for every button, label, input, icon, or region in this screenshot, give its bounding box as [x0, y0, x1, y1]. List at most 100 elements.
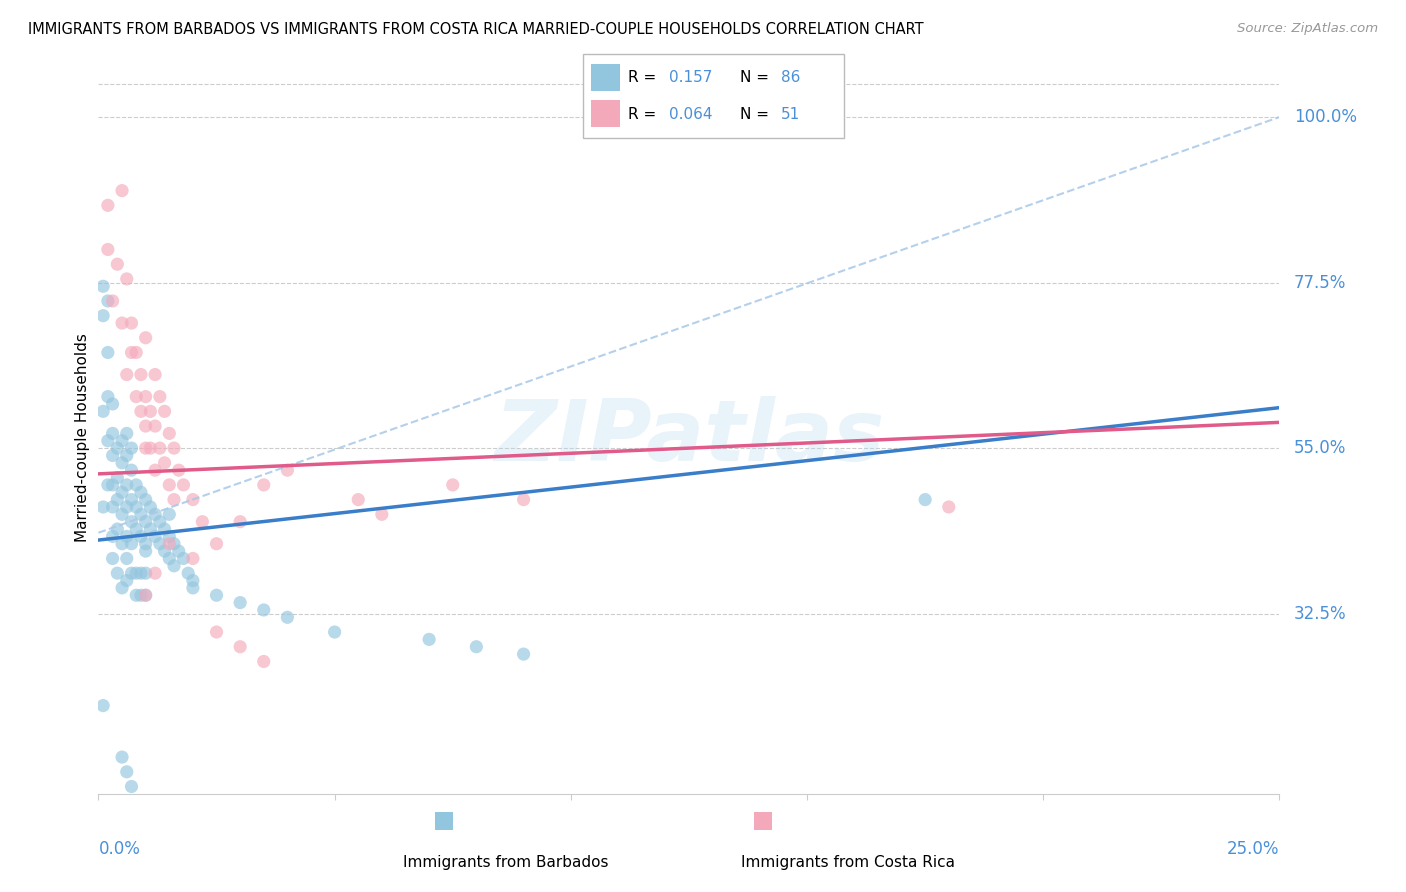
Point — [512, 647, 534, 661]
Text: 77.5%: 77.5% — [1294, 274, 1346, 292]
Point — [101, 426, 124, 441]
Point — [914, 492, 936, 507]
Point — [105, 566, 128, 581]
Point — [323, 625, 346, 640]
Point — [143, 463, 166, 477]
Text: N =: N = — [740, 70, 773, 85]
Point — [167, 463, 190, 477]
Point — [191, 515, 214, 529]
Point — [97, 293, 120, 308]
Point — [229, 640, 252, 654]
Point — [139, 441, 162, 455]
Text: N =: N = — [740, 107, 773, 122]
Point — [181, 581, 204, 595]
Bar — [592, 63, 620, 91]
Point — [111, 434, 134, 448]
Point — [97, 243, 120, 257]
Point — [157, 529, 180, 543]
Point — [111, 537, 134, 551]
Point — [115, 478, 138, 492]
Text: Immigrants from Costa Rica: Immigrants from Costa Rica — [741, 855, 956, 870]
Point — [418, 632, 440, 647]
Point — [163, 558, 186, 573]
Point — [153, 544, 176, 558]
Point — [163, 537, 186, 551]
Point — [91, 404, 114, 418]
Point — [347, 492, 370, 507]
Text: 0.157: 0.157 — [669, 70, 713, 85]
Point — [101, 478, 124, 492]
Point — [135, 566, 157, 581]
Point — [115, 426, 138, 441]
Point — [91, 500, 114, 514]
Point — [115, 574, 138, 588]
Point — [512, 492, 534, 507]
Point — [101, 500, 124, 514]
Text: 86: 86 — [782, 70, 800, 85]
Point — [121, 566, 143, 581]
Text: 100.0%: 100.0% — [1294, 108, 1357, 126]
Point — [143, 566, 166, 581]
Point — [91, 279, 114, 293]
Point — [115, 272, 138, 286]
Point — [135, 331, 157, 345]
Point — [276, 463, 298, 477]
Point — [115, 449, 138, 463]
Point — [149, 537, 172, 551]
Point — [143, 508, 166, 522]
Point — [135, 588, 157, 602]
Point — [135, 419, 157, 434]
Point — [153, 404, 176, 418]
Point — [91, 309, 114, 323]
Point — [135, 390, 157, 404]
Point — [125, 478, 148, 492]
Text: 55.0%: 55.0% — [1294, 439, 1346, 457]
Point — [105, 257, 128, 271]
Point — [101, 529, 124, 543]
Point — [105, 492, 128, 507]
Point — [129, 529, 152, 543]
Text: Source: ZipAtlas.com: Source: ZipAtlas.com — [1237, 22, 1378, 36]
Point — [125, 345, 148, 359]
Point — [111, 508, 134, 522]
Point — [115, 764, 138, 779]
Text: R =: R = — [627, 70, 661, 85]
Point — [157, 478, 180, 492]
Point — [172, 551, 194, 566]
Point — [163, 492, 186, 507]
Point — [115, 368, 138, 382]
Point — [129, 368, 152, 382]
Point — [121, 537, 143, 551]
Point — [125, 588, 148, 602]
Point — [101, 551, 124, 566]
Text: ZIPatlas: ZIPatlas — [494, 395, 884, 479]
Point — [229, 515, 252, 529]
Point — [105, 470, 128, 484]
Point — [121, 780, 143, 794]
Point — [139, 500, 162, 514]
Point — [121, 515, 143, 529]
Y-axis label: Married-couple Households: Married-couple Households — [75, 333, 90, 541]
Point — [121, 492, 143, 507]
Point — [371, 508, 394, 522]
Point — [105, 441, 128, 455]
Point — [101, 449, 124, 463]
Point — [205, 537, 228, 551]
Point — [135, 544, 157, 558]
Point — [465, 640, 488, 654]
Point — [276, 610, 298, 624]
Point — [181, 574, 204, 588]
Point — [163, 441, 186, 455]
Point — [149, 390, 172, 404]
Point — [167, 544, 190, 558]
Point — [205, 588, 228, 602]
Point — [135, 492, 157, 507]
Point — [115, 529, 138, 543]
Point — [938, 500, 960, 514]
Point — [172, 478, 194, 492]
Point — [115, 551, 138, 566]
Point — [91, 698, 114, 713]
Text: 0.0%: 0.0% — [98, 840, 141, 858]
Text: 0.064: 0.064 — [669, 107, 713, 122]
Point — [149, 441, 172, 455]
